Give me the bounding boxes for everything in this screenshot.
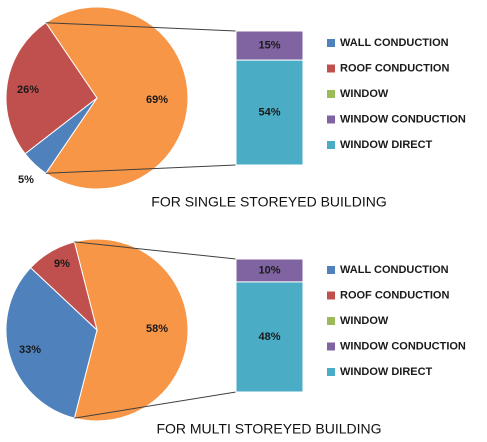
legend-label-roof-conduction: ROOF CONDUCTION — [340, 289, 449, 301]
legend-label-window: WINDOW — [340, 315, 389, 327]
chart-caption: FOR MULTI STOREYED BUILDING — [156, 421, 381, 437]
legend-swatch-roof-conduction — [327, 64, 335, 73]
legend-swatch-window-direct — [327, 368, 335, 376]
legend-label-window-direct: WINDOW DIRECT — [340, 366, 433, 378]
bar-label-window-direct: 54% — [258, 106, 280, 118]
legend-swatch-window-conduction — [327, 342, 335, 351]
connector-line-top — [45, 22, 237, 32]
bar-label-window-direct: 48% — [258, 331, 280, 343]
legend-label-window: WINDOW — [340, 88, 389, 100]
connector-line-bottom — [74, 391, 237, 419]
legend-label-window-conduction: WINDOW CONDUCTION — [340, 340, 466, 352]
legend-label-wall-conduction: WALL CONDUCTION — [340, 37, 449, 49]
pie-label-roof-conduction: 9% — [54, 258, 70, 270]
connector-line-top — [74, 241, 237, 260]
chart-multi-storeyed: 58% 33% 9% 10% 48% WALL CONDUCTION ROOF CONDUC… — [5, 238, 466, 437]
pie-label-window: 69% — [146, 94, 168, 106]
connector-line-bottom — [45, 164, 237, 174]
legend-swatch-roof-conduction — [327, 291, 335, 300]
pie-label-wall-conduction: 5% — [18, 174, 34, 186]
chart-caption: FOR SINGLE STOREYED BUILDING — [151, 194, 386, 210]
pie-label-window: 58% — [146, 323, 168, 335]
pie-slice-window — [45, 6, 189, 190]
legend-label-window-direct: WINDOW DIRECT — [340, 139, 433, 151]
bar-segment-window-direct — [235, 281, 304, 393]
legend-swatch-wall-conduction — [327, 39, 335, 47]
legend-swatch-window — [327, 90, 335, 98]
pie-label-wall-conduction: 33% — [19, 344, 41, 356]
legend-label-wall-conduction: WALL CONDUCTION — [340, 264, 449, 276]
pie-slice-roof-conduction — [5, 22, 98, 155]
chart-single-storeyed: 69% 5% 26% 15% 54% WALL CONDUCTION ROOF CONDUC… — [5, 6, 466, 210]
legend-swatch-window-direct — [327, 141, 335, 149]
bar-label-window-conduction: 15% — [258, 39, 280, 51]
pie-slice-roof-conduction — [29, 241, 98, 332]
pie-slice-window — [73, 238, 189, 422]
pie-slice-wall-conduction — [5, 266, 98, 419]
legend-swatch-window — [327, 317, 335, 325]
bar-segment-window-direct — [235, 59, 304, 166]
pie-label-roof-conduction: 26% — [17, 84, 39, 96]
legend-label-window-conduction: WINDOW CONDUCTION — [340, 113, 466, 125]
legend-swatch-wall-conduction — [327, 266, 335, 274]
bar-label-window-conduction: 10% — [258, 264, 280, 276]
legend-label-roof-conduction: ROOF CONDUCTION — [340, 62, 449, 74]
legend-swatch-window-conduction — [327, 115, 335, 124]
